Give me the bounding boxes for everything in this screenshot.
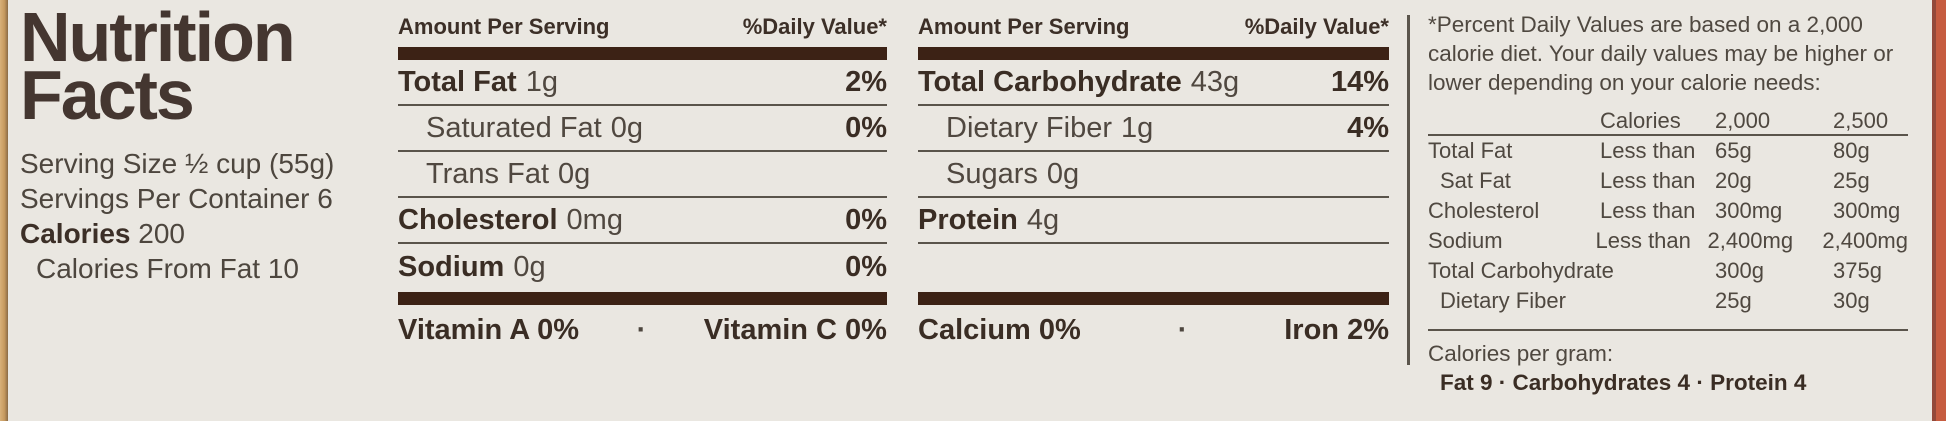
table-header-row: Calories 2,000 2,500 [1428,108,1908,136]
empty-row [918,244,1389,290]
calories-per-gram-label: Calories per gram: [1428,341,1614,366]
calories-per-gram-block: Calories per gram: Fat 9 · Carbohydrates… [1428,329,1908,397]
dot-separator: · [636,313,647,346]
daily-value-heading: %Daily Value* [1244,14,1389,39]
calories-value: 200 [138,218,185,249]
nutrient-amount: 1g [1121,111,1154,144]
servings-per-container: Servings Per Container 6 [20,183,333,214]
table-row: Total Fat Less than 65g 80g [1428,138,1870,163]
title-line-1: Nutrition [20,0,296,76]
amount-per-serving-heading: Amount Per Serving [918,14,1130,39]
separator-bar [398,292,887,305]
serving-size: Serving Size ½ cup (55g) [20,148,335,179]
calories-column-header: Calories [1600,108,1681,133]
nutrient-name: Trans Fat [426,157,550,190]
header-section: Nutrition Facts Serving Size ½ cup (55g)… [20,0,395,286]
row-protein: Protein 4g [918,198,1389,244]
row-total-fat: Total Fat 1g 2% [398,60,887,106]
nutrient-amount: 0mg [566,203,623,236]
vitamins-row: Vitamin A 0% · Vitamin C 0% [398,305,887,355]
carbohydrate-panel: Amount Per Serving %Daily Value* Total C… [918,0,1389,355]
table-row: Sodium Less than 2,400mg 2,400mg [1428,228,1908,253]
daily-value-heading: %Daily Value* [742,14,887,39]
calories-label: Calories [20,218,131,249]
nutrient-name: Protein [918,203,1018,236]
calcium-value: Calcium 0% [918,313,1081,346]
serving-info: Serving Size ½ cup (55g) Servings Per Co… [20,146,395,286]
package-right-edge [1932,0,1946,421]
nutrient-name: Dietary Fiber [946,111,1112,144]
nutrient-dv: 2% [845,65,887,98]
percent-daily-values-note: *Percent Daily Values are based on a 2,0… [1428,12,1894,95]
package-left-edge [0,0,8,421]
nutrient-amount: 0g [610,111,643,144]
table-row: Total Carbohydrate 300g 375g [1428,258,1882,283]
amount-per-serving-heading: Amount Per Serving [398,14,610,39]
nutrient-name: Sodium [398,250,505,283]
table-row: Sat Fat Less than 20g 25g [1440,168,1870,193]
calories-per-gram-values: Fat 9 · Carbohydrates 4 · Protein 4 [1440,370,1807,395]
nutrient-dv: 14% [1330,65,1389,98]
dot-separator: · [1177,313,1188,346]
nutrient-dv: 0% [845,203,887,236]
nutrient-amount: 1g [525,65,558,98]
nutrient-name: Cholesterol [398,203,558,236]
iron-value: Iron 2% [1284,313,1389,346]
row-sugars: Sugars 0g [918,152,1389,198]
vitamin-a-value: Vitamin A 0% [398,313,580,346]
row-dietary-fiber: Dietary Fiber 1g 4% [918,106,1389,152]
nutrient-name: Sugars [946,157,1038,190]
table-row: Cholesterol Less than 300mg 300mg [1428,198,1901,223]
page-title: Nutrition Facts [20,0,395,134]
row-cholesterol: Cholesterol 0mg 0% [398,198,887,244]
row-sodium: Sodium 0g 0% [398,244,887,290]
nutrient-name: Total Fat [398,65,517,98]
nutrient-amount: 0g [558,157,591,190]
calories-from-fat: Calories From Fat 10 [36,253,299,284]
vitamin-c-value: Vitamin C 0% [703,313,887,346]
vertical-divider [1407,15,1410,365]
title-line-2: Facts [20,56,195,134]
col-2500-header: 2,500 [1833,108,1889,133]
nutrient-amount: 43g [1190,65,1240,98]
separator-bar [398,47,887,60]
nutrient-amount: 4g [1026,203,1060,236]
fat-panel-header: Amount Per Serving %Daily Value* [398,0,887,40]
row-total-carbohydrate: Total Carbohydrate 43g 14% [918,60,1389,106]
row-saturated-fat: Saturated Fat 0g 0% [398,106,887,152]
nutrient-amount: 0g [1046,157,1080,190]
separator-bar [918,47,1389,60]
table-row: Dietary Fiber 25g 30g [1440,288,1870,313]
minerals-row: Calcium 0% · Iron 2% [918,305,1389,355]
daily-values-table: Calories 2,000 2,500 Total Fat Less than… [1428,108,1908,316]
footnote-section: *Percent Daily Values are based on a 2,0… [1428,10,1908,397]
nutrient-dv: 0% [845,250,887,283]
row-trans-fat: Trans Fat 0g [398,152,887,198]
nutrient-name: Total Carbohydrate [918,65,1182,98]
separator-bar [918,292,1389,305]
fat-panel: Amount Per Serving %Daily Value* Total F… [398,0,887,355]
calories-line: Calories 200 [20,216,395,251]
nutrient-amount: 0g [513,250,546,283]
col-2000-header: 2,000 [1715,108,1771,133]
carb-panel-header: Amount Per Serving %Daily Value* [918,0,1389,40]
nutrient-dv: 4% [1347,111,1389,144]
nutrient-dv: 0% [845,111,887,144]
nutrient-name: Saturated Fat [426,111,602,144]
